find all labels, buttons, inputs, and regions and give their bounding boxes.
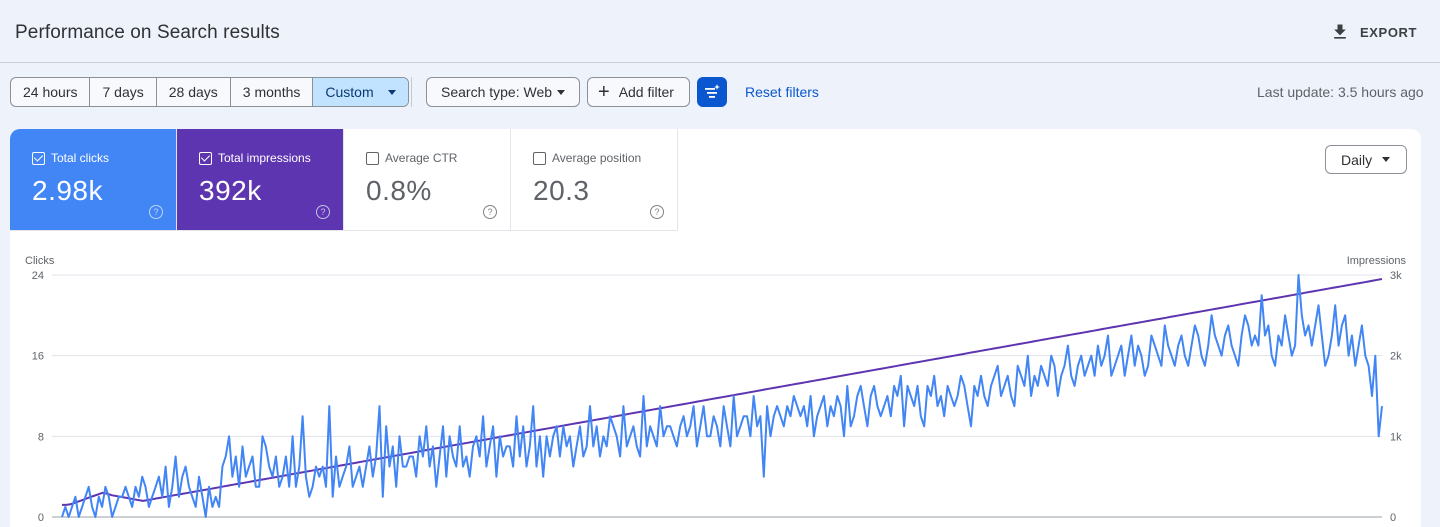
left-axis-label: Clicks: [25, 255, 55, 267]
add-filter-button[interactable]: + Add filter: [587, 77, 690, 107]
right-tick-label: 3k: [1390, 270, 1402, 282]
search-type-dropdown[interactable]: Search type: Web: [426, 77, 580, 107]
metric-average-ctr[interactable]: Average CTR 0.8% ?: [344, 129, 511, 231]
metric-value: 20.3: [533, 175, 590, 206]
page-header: Performance on Search results EXPORT: [0, 0, 1440, 63]
caret-down-icon: [1382, 157, 1390, 162]
left-tick-label: 24: [32, 270, 44, 282]
help-icon[interactable]: ?: [650, 205, 664, 219]
filter-toolbar: 24 hours 7 days 28 days 3 months Custom …: [0, 77, 1440, 107]
metric-total-clicks[interactable]: Total clicks 2.98k ?: [10, 129, 177, 231]
left-axis-ticks: 0 8 16 24: [32, 270, 44, 524]
help-icon[interactable]: ?: [149, 205, 163, 219]
right-tick-label: 1k: [1390, 431, 1402, 443]
checkbox-unchecked-icon[interactable]: [533, 151, 546, 165]
right-tick-label: 0: [1390, 512, 1396, 524]
metric-label: Average CTR: [366, 151, 457, 165]
add-filter-label: Add filter: [618, 84, 674, 100]
metric-total-impressions[interactable]: Total impressions 392k ?: [177, 129, 344, 231]
toolbar-divider: [411, 77, 412, 107]
page-title: Performance on Search results: [15, 22, 280, 43]
metric-label-text: Average position: [552, 151, 642, 165]
right-axis-ticks: 0 1k 2k 3k: [1390, 270, 1402, 524]
export-label: EXPORT: [1360, 24, 1418, 40]
metric-label: Total clicks: [32, 151, 109, 165]
search-type-label: Search type: Web: [441, 84, 553, 100]
caret-down-icon: [557, 89, 565, 95]
left-tick-label: 0: [38, 512, 44, 524]
metric-average-position[interactable]: Average position 20.3 ?: [511, 129, 678, 231]
last-update-text: Last update: 3.5 hours ago: [1257, 84, 1424, 100]
download-icon: [1334, 24, 1346, 39]
checkbox-checked-icon[interactable]: [32, 151, 45, 165]
range-7-days[interactable]: 7 days: [90, 78, 157, 106]
help-icon[interactable]: ?: [316, 205, 330, 219]
series-line-clicks: [61, 274, 1383, 518]
filter-sparkle-icon: [705, 84, 720, 98]
granularity-dropdown[interactable]: Daily: [1325, 145, 1407, 174]
range-3-months[interactable]: 3 months: [231, 78, 314, 106]
caret-down-icon: [387, 89, 396, 95]
metric-label: Average position: [533, 151, 641, 165]
range-custom[interactable]: Custom: [313, 78, 408, 106]
range-24-hours[interactable]: 24 hours: [11, 78, 91, 106]
performance-card: Total clicks 2.98k ? Total impressions 3…: [10, 129, 1421, 527]
filter-settings-button[interactable]: [697, 77, 727, 107]
reset-filters-link[interactable]: Reset filters: [745, 84, 819, 100]
plus-icon: +: [598, 81, 610, 103]
performance-chart: Clicks Impressions 0 8 16 24 0 1k 2k 3k: [25, 255, 1407, 524]
metric-label: Total impressions: [199, 151, 311, 165]
metric-value: 392k: [199, 175, 262, 206]
right-axis-label: Impressions: [1347, 255, 1407, 267]
left-tick-label: 16: [32, 351, 44, 363]
range-custom-label: Custom: [325, 84, 374, 100]
metric-label-text: Average CTR: [385, 151, 458, 165]
date-range-group: 24 hours 7 days 28 days 3 months Custom: [10, 77, 409, 107]
checkbox-checked-icon[interactable]: [199, 151, 212, 165]
right-tick-label: 2k: [1390, 351, 1402, 363]
help-icon[interactable]: ?: [483, 205, 497, 219]
export-button[interactable]: EXPORT: [1330, 18, 1417, 46]
metric-label-text: Total clicks: [51, 151, 110, 165]
metric-value: 0.8%: [366, 175, 432, 206]
range-28-days[interactable]: 28 days: [157, 78, 231, 106]
granularity-label: Daily: [1341, 151, 1373, 168]
chart-grid: [52, 274, 1382, 518]
metric-label-text: Total impressions: [218, 151, 311, 165]
left-tick-label: 8: [38, 431, 44, 443]
metric-value: 2.98k: [32, 175, 103, 206]
series-layer: [61, 274, 1383, 518]
checkbox-unchecked-icon[interactable]: [366, 151, 379, 165]
